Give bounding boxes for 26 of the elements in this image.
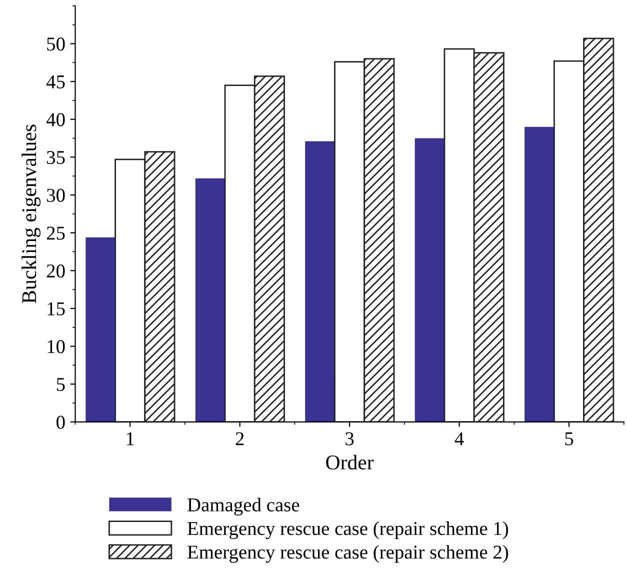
y-tick-label: 15 xyxy=(48,302,65,316)
x-tick-label: 5 xyxy=(565,432,574,446)
y-tick-label: 0 xyxy=(56,416,65,429)
bar xyxy=(86,237,116,422)
x-tick-label: 3 xyxy=(346,432,354,446)
x-tick-label: 2 xyxy=(236,432,244,446)
y-tick-label: 20 xyxy=(46,264,65,278)
y-tick-label: 35 xyxy=(47,151,65,164)
bar xyxy=(414,138,444,422)
y-tick-label: 45 xyxy=(46,75,65,88)
y-tick-label: 5 xyxy=(56,378,65,392)
y-tick-label: 40 xyxy=(46,113,65,126)
y-tick-label: 25 xyxy=(46,226,65,240)
y-tick-label: 10 xyxy=(48,340,65,354)
y-tick-label: 50 xyxy=(47,38,65,51)
legend-label: Emergency rescue case (repair scheme 1) xyxy=(188,521,508,540)
y-axis-title: Buckling eigenvalues xyxy=(22,124,41,304)
bar xyxy=(195,178,226,422)
x-axis-title: Order xyxy=(326,454,374,470)
x-tick-label: 4 xyxy=(454,432,464,446)
x-tick-label: 1 xyxy=(126,432,134,446)
legend-label: Emergency rescue case (repair scheme 2) xyxy=(188,545,508,563)
y-tick-label: 30 xyxy=(47,188,65,202)
legend-label: Damaged case xyxy=(188,498,300,516)
bar xyxy=(524,126,554,422)
bar xyxy=(305,141,335,422)
